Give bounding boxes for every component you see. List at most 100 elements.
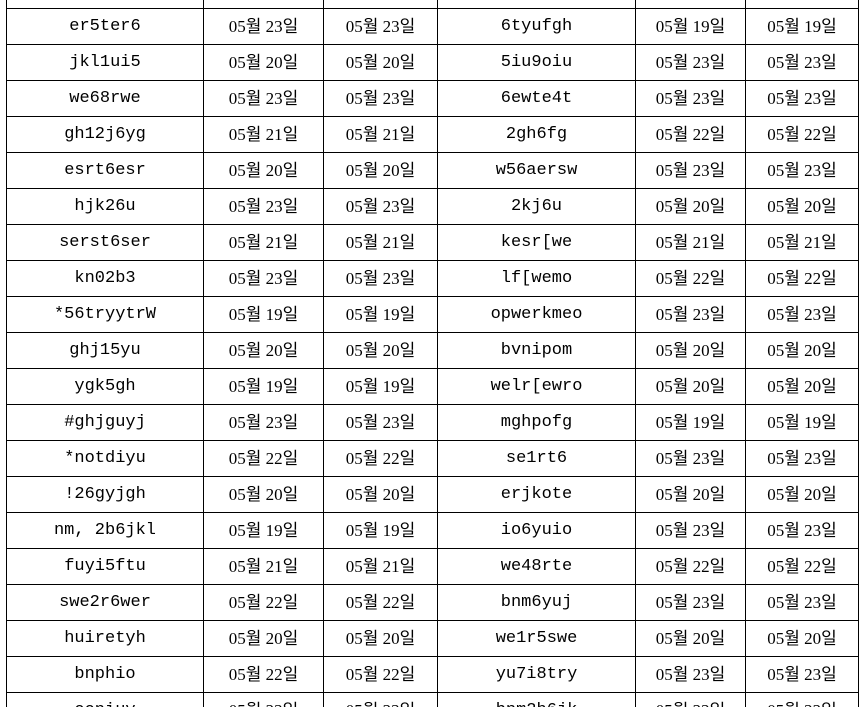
table-row[interactable]: #ghjguyj 05월 23일 05월 23일 mghpofg 05월 19일 05월 … — [6, 404, 859, 441]
table-cell-date_right_b[interactable]: 05월 19일 — [745, 404, 859, 441]
table-cell-date_right_a[interactable]: 05월 23일 — [635, 152, 746, 189]
table-cell-date_left_b[interactable]: 05월 23일 — [323, 8, 438, 45]
table-row[interactable]: hjk26u 05월 23일 05월 23일 2kj6u 05월 20일 05월 20일 — [6, 188, 859, 225]
table-cell-id_left[interactable]: swe2r6wer — [6, 584, 204, 621]
table-cell-date_left_b[interactable]: 05월 23일 — [323, 404, 438, 441]
table-cell-date_right_b[interactable]: 05월 21일 — [745, 224, 859, 261]
table-cell-date_right_a[interactable]: 05월 20일 — [635, 620, 746, 657]
table-cell-id_right[interactable]: 2kj6u — [437, 188, 636, 225]
table-cell-date_left_a[interactable]: 05월 20일 — [203, 44, 324, 81]
table-row[interactable]: swe2r6wer 05월 22일 05월 22일 bnm6yuj 05월 23일 05월… — [6, 584, 859, 621]
table-cell-date_right_b[interactable]: 05월 23일 — [745, 584, 859, 621]
table-cell-id_left[interactable]: ooniuy — [6, 692, 204, 707]
table-row[interactable]: *notdiyu 05월 22일 05월 22일 se1rt6 05월 23일 05월 2… — [6, 440, 859, 477]
table-cell-date_left_b[interactable]: 05월 23일 — [323, 188, 438, 225]
table-cell-date_right_b[interactable]: 05월 23일 — [745, 152, 859, 189]
table-cell-id_left[interactable]: gh12j6yg — [6, 116, 204, 153]
table-cell-id_left[interactable]: !26gyjgh — [6, 476, 204, 513]
table-cell-id_right[interactable]: bvnipom — [437, 332, 636, 369]
table-cell-date_left_a[interactable]: 05월 23일 — [203, 8, 324, 45]
table-cell-id_right[interactable]: se1rt6 — [437, 440, 636, 477]
table-cell-date_left_b[interactable]: 05월 21일 — [323, 224, 438, 261]
table-cell-id_left[interactable]: huiretyh — [6, 620, 204, 657]
table-cell-id_right[interactable]: w56aersw — [437, 152, 636, 189]
table-cell-date_right_b[interactable]: 05월 23일 — [745, 296, 859, 333]
table-cell-date_left_b[interactable]: 05월 23일 — [323, 80, 438, 117]
table-cell-date_left_a[interactable]: 05월 19일 — [203, 512, 324, 549]
table-row[interactable]: ygk5gh 05월 19일 05월 19일 welr[ewro 05월 20일 05월 … — [6, 368, 859, 405]
table-cell-date_left_a[interactable]: 05월 23일 — [203, 404, 324, 441]
table-cell-date_right_b[interactable]: 05월 20일 — [745, 476, 859, 513]
table-cell-id_right[interactable]: bnm2h6jk — [437, 692, 636, 707]
table-row[interactable]: esrt6esr 05월 20일 05월 20일 w56aersw 05월 23일 05월… — [6, 152, 859, 189]
table-cell-date_left_a[interactable]: 05월 21일 — [203, 224, 324, 261]
table-cell-id_right[interactable]: lf[wemo — [437, 260, 636, 297]
table-cell-id_right[interactable]: welr[ewro — [437, 368, 636, 405]
table-cell-date_left_a[interactable]: 05월 21일 — [203, 116, 324, 153]
table-row[interactable]: *56tryytrW 05월 19일 05월 19일 opwerkmeo 05월 23일… — [6, 296, 859, 333]
table-cell-date_right_b[interactable]: 05월 23일 — [745, 656, 859, 693]
table-cell-date_right_a[interactable]: 05월 23일 — [635, 80, 746, 117]
table-cell-date_left_b[interactable] — [323, 0, 438, 9]
table-cell-date_right_b[interactable]: 05월 22일 — [745, 260, 859, 297]
table-row[interactable]: kn02b3 05월 23일 05월 23일 lf[wemo 05월 22일 05월 22… — [6, 260, 859, 297]
table-cell-id_left[interactable]: fuyi5ftu — [6, 548, 204, 585]
table-cell-date_left_b[interactable]: 05월 22일 — [323, 584, 438, 621]
table-cell-id_left[interactable]: bnphio — [6, 656, 204, 693]
table-cell-date_left_a[interactable]: 05월 23일 — [203, 188, 324, 225]
table-cell-date_right_a[interactable]: 05월 20일 — [635, 332, 746, 369]
table-cell-date_right_a[interactable]: 05월 23일 — [635, 296, 746, 333]
table-cell-date_left_b[interactable]: 05월 21일 — [323, 116, 438, 153]
table-cell-id_left[interactable]: esrt6esr — [6, 152, 204, 189]
table-cell-date_left_a[interactable]: 05월 22일 — [203, 584, 324, 621]
table-cell-date_left_b[interactable]: 05월 21일 — [323, 548, 438, 585]
table-cell-id_right[interactable]: mghpofg — [437, 404, 636, 441]
table-cell-date_right_b[interactable]: 05월 23일 — [745, 44, 859, 81]
table-cell-date_left_b[interactable]: 05월 23일 — [323, 260, 438, 297]
table-cell-date_left_a[interactable]: 05월 21일 — [203, 548, 324, 585]
table-cell-id_right[interactable]: 2gh6fg — [437, 116, 636, 153]
table-cell-date_right_a[interactable]: 05월 21일 — [635, 224, 746, 261]
table-cell-date_right_b[interactable]: 05월 23일 — [745, 80, 859, 117]
table-cell-date_left_a[interactable]: 05월 19일 — [203, 368, 324, 405]
table-row[interactable]: jkl1ui5 05월 20일 05월 20일 5iu9oiu 05월 23일 05월 2… — [6, 44, 859, 81]
table-cell-date_right_a[interactable]: 05월 20일 — [635, 476, 746, 513]
table-cell-date_right_a[interactable] — [635, 0, 746, 9]
table-cell-id_left[interactable]: ygk5gh — [6, 368, 204, 405]
table-cell-date_right_a[interactable]: 05월 20일 — [635, 368, 746, 405]
table-cell-id_right[interactable]: 5iu9oiu — [437, 44, 636, 81]
table-row[interactable]: bnphio 05월 22일 05월 22일 yu7i8try 05월 23일 05월 2… — [6, 656, 859, 693]
table-cell-date_left_b[interactable]: 05월 20일 — [323, 152, 438, 189]
table-cell-date_left_a[interactable]: 05월 22일 — [203, 440, 324, 477]
table-row[interactable]: we68rwe 05월 23일 05월 23일 6ewte4t 05월 23일 05월 2… — [6, 80, 859, 117]
table-cell-id_left[interactable]: kn02b3 — [6, 260, 204, 297]
table-cell-id_left[interactable]: hjk26u — [6, 188, 204, 225]
table-cell-date_right_a[interactable]: 05월 22일 — [635, 692, 746, 707]
table-cell-date_left_a[interactable]: 05월 19일 — [203, 296, 324, 333]
table-cell-date_right_b[interactable]: 05월 20일 — [745, 368, 859, 405]
table-row[interactable]: !26gyjgh 05월 20일 05월 20일 erjkote 05월 20일 05월 … — [6, 476, 859, 513]
table-cell-id_right[interactable] — [437, 0, 636, 9]
table-cell-date_right_b[interactable]: 05월 22일 — [745, 116, 859, 153]
table-cell-date_right_a[interactable]: 05월 22일 — [635, 116, 746, 153]
table-cell-id_left[interactable]: we68rwe — [6, 80, 204, 117]
table-cell-date_right_a[interactable]: 05월 23일 — [635, 440, 746, 477]
table-cell-id_left[interactable]: *56tryytrW — [6, 296, 204, 333]
table-cell-id_left[interactable] — [6, 0, 204, 9]
table-cell-date_left_a[interactable]: 05월 23일 — [203, 260, 324, 297]
table-cell-id_left[interactable]: jkl1ui5 — [6, 44, 204, 81]
table-cell-date_left_b[interactable]: 05월 20일 — [323, 332, 438, 369]
table-cell-date_right_b[interactable]: 05월 20일 — [745, 332, 859, 369]
table-cell-date_right_b[interactable]: 05월 22일 — [745, 548, 859, 585]
table-row[interactable]: er5ter6 05월 23일 05월 23일 6tyufgh 05월 19일 05월 1… — [6, 8, 859, 45]
table-cell-date_right_a[interactable]: 05월 22일 — [635, 260, 746, 297]
table-row-partial-top[interactable] — [6, 0, 859, 9]
table-row[interactable]: serst6ser 05월 21일 05월 21일 kesr[we 05월 21일 05월… — [6, 224, 859, 261]
table-cell-date_left_b[interactable]: 05월 20일 — [323, 44, 438, 81]
table-cell-id_right[interactable]: yu7i8try — [437, 656, 636, 693]
table-row[interactable]: ghj15yu 05월 20일 05월 20일 bvnipom 05월 20일 05월 2… — [6, 332, 859, 369]
table-cell-date_left_b[interactable]: 05월 22일 — [323, 656, 438, 693]
table-cell-date_right_b[interactable]: 05월 20일 — [745, 188, 859, 225]
